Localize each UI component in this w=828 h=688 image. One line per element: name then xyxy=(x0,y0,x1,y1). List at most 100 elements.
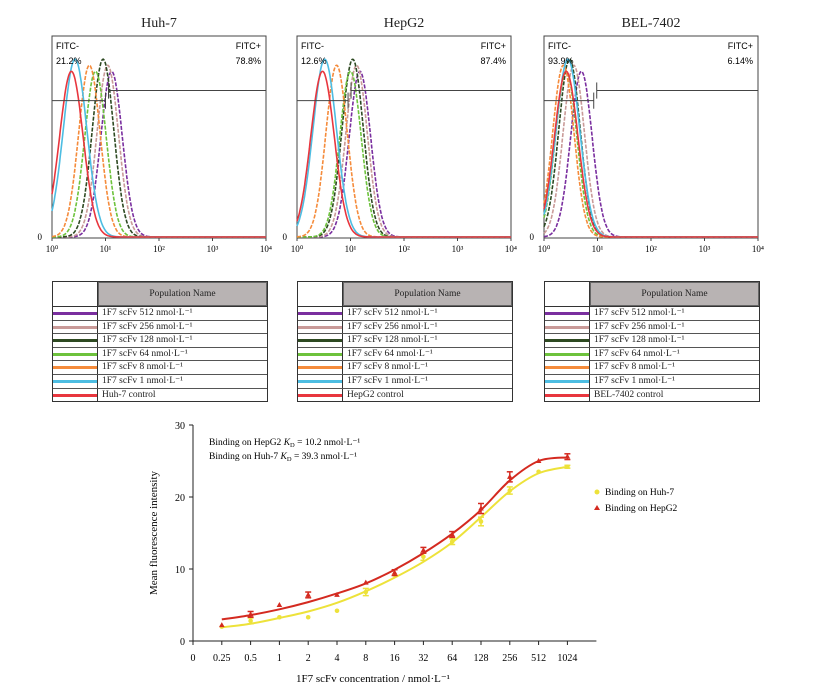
legend-marker-hepg2 xyxy=(594,505,600,510)
legend-swatch xyxy=(545,307,590,320)
y-axis-label: Mean fluorescence intensity xyxy=(148,471,160,596)
data-point-huh7 xyxy=(449,539,455,544)
legend-label: 1F7 scFv 64 nmol·L⁻¹ xyxy=(102,348,188,359)
legend-label: 1F7 scFv 1 nmol·L⁻¹ xyxy=(347,375,428,386)
x-tick-label: 1 xyxy=(277,653,282,664)
x-tick-label: 10² xyxy=(153,244,165,254)
x-tick-label: 10² xyxy=(645,244,657,254)
kd-subscript: D xyxy=(287,456,292,463)
legend-header-blank xyxy=(545,282,590,306)
legend-swatch xyxy=(53,361,98,374)
population-legend-hepg2: Population Name 1F7 scFv 512 nmol·L⁻¹ 1F7 … xyxy=(297,281,513,403)
histogram-curve-control xyxy=(296,70,512,238)
data-point-hepg2 xyxy=(363,579,369,585)
gate-positive-percent: 87.4% xyxy=(480,56,506,66)
histogram-curve-1 xyxy=(296,58,512,238)
legend-swatch xyxy=(53,374,98,388)
gate-negative-percent: 12.6% xyxy=(301,56,327,66)
histogram-curve-64 xyxy=(52,70,267,238)
x-axis-label: 1F7 scFv concentration / nmol·L⁻¹ xyxy=(296,673,450,685)
legend-swatch xyxy=(545,374,590,388)
gate-positive-percent: 78.8% xyxy=(235,56,261,66)
legend-swatch xyxy=(53,320,98,334)
data-point-hepg2 xyxy=(449,531,455,537)
x-tick-label: 64 xyxy=(447,653,457,664)
x-tick-label: 0 xyxy=(191,653,196,664)
legend-header: Population Name xyxy=(545,282,759,307)
population-legend-bel7402: Population Name 1F7 scFv 512 nmol·L⁻¹ 1F7 … xyxy=(544,281,760,403)
x-tick-label: 10¹ xyxy=(100,244,112,254)
legend-swatch xyxy=(545,320,590,334)
legend-row: 1F7 scFv 64 nmol·L⁻¹ xyxy=(298,347,512,362)
legend-swatch xyxy=(298,388,343,402)
y-tick-label: 0 xyxy=(530,232,535,242)
data-point-hepg2 xyxy=(535,458,542,463)
legend-row: 1F7 scFv 512 nmol·L⁻¹ xyxy=(298,307,512,321)
gate-positive-label: FITC+ xyxy=(728,41,753,51)
legend-row: HepG2 control xyxy=(298,388,512,402)
histogram-curve-64 xyxy=(297,70,512,238)
legend-label-hepg2: Binding on HepG2 xyxy=(605,504,678,514)
gate-negative-label: FITC- xyxy=(548,41,571,51)
population-legend-huh7: Population Name 1F7 scFv 512 nmol·L⁻¹ 1F7 … xyxy=(52,281,268,403)
x-tick-label: 4 xyxy=(335,653,340,664)
legend-row: 1F7 scFv 512 nmol·L⁻¹ xyxy=(545,307,759,321)
legend-swatch xyxy=(53,307,98,320)
data-point-huh7 xyxy=(507,488,513,493)
legend-label: BEL-7402 control xyxy=(594,389,664,400)
plot-frame xyxy=(296,35,512,239)
legend-row: 1F7 scFv 256 nmol·L⁻¹ xyxy=(298,320,512,335)
y-tick-label: 10 xyxy=(175,565,185,576)
legend-row: Huh-7 control xyxy=(53,388,267,402)
histogram-curve-512 xyxy=(543,70,759,238)
data-point-hepg2 xyxy=(507,473,513,479)
legend-marker-huh7 xyxy=(594,489,600,495)
y-tick-label: 0 xyxy=(38,232,43,242)
legend-row: 1F7 scFv 128 nmol·L⁻¹ xyxy=(545,334,759,348)
x-tick-label: 10³ xyxy=(699,244,711,254)
kd-subscript: D xyxy=(290,442,295,449)
legend-label: 1F7 scFv 128 nmol·L⁻¹ xyxy=(594,335,685,346)
legend-swatch xyxy=(298,347,343,361)
x-tick-label: 256 xyxy=(502,653,517,664)
data-point-huh7 xyxy=(248,618,253,624)
kd-annotation: Binding on Huh-7 KD = 39.3 nmol·L⁻¹ xyxy=(209,452,357,463)
data-point-huh7 xyxy=(478,519,484,524)
histogram-plot: FITC- 12.6% FITC+ 87.4% 10⁰ 10¹ 10² 10³ 10⁴ 0 xyxy=(283,35,517,254)
legend-swatch xyxy=(298,320,343,334)
legend-row: 1F7 scFv 8 nmol·L⁻¹ xyxy=(53,361,267,375)
histogram-curve-control xyxy=(51,70,267,238)
legend-label: HepG2 control xyxy=(347,389,404,400)
legend-header-label: Population Name xyxy=(343,282,512,306)
data-point-hepg2 xyxy=(478,505,484,511)
data-point-huh7 xyxy=(305,614,311,620)
histogram-plot: FITC- 93.9% FITC+ 6.14% 10⁰ 10¹ 10² 10³ 10⁴ 0 xyxy=(530,35,764,254)
legend-row: 1F7 scFv 256 nmol·L⁻¹ xyxy=(53,320,267,335)
gate-negative-label: FITC- xyxy=(301,41,324,51)
legend-swatch xyxy=(53,347,98,361)
plot-frame xyxy=(543,35,759,239)
legend-label: 1F7 scFv 128 nmol·L⁻¹ xyxy=(347,335,438,346)
legend-label: 1F7 scFv 64 nmol·L⁻¹ xyxy=(347,348,433,359)
x-tick-label: 32 xyxy=(418,653,428,664)
x-tick-label: 512 xyxy=(531,653,546,664)
legend-label: 1F7 scFv 1 nmol·L⁻¹ xyxy=(594,375,675,386)
legend-label: 1F7 scFv 512 nmol·L⁻¹ xyxy=(347,308,438,318)
legend-label: 1F7 scFv 1 nmol·L⁻¹ xyxy=(102,375,183,386)
y-tick-label: 30 xyxy=(175,421,185,432)
x-tick-label: 1024 xyxy=(557,653,577,664)
legend-row: 1F7 scFv 512 nmol·L⁻¹ xyxy=(53,307,267,321)
x-tick-label: 10⁴ xyxy=(505,244,517,254)
data-point-huh7 xyxy=(363,589,369,595)
legend-label: 1F7 scFv 64 nmol·L⁻¹ xyxy=(594,348,680,359)
legend-label: 1F7 scFv 8 nmol·L⁻¹ xyxy=(594,362,675,373)
data-point-hepg2 xyxy=(391,569,398,575)
data-point-hepg2 xyxy=(247,611,254,617)
legend-swatch xyxy=(545,347,590,361)
data-point-huh7 xyxy=(334,608,340,614)
panel-title: BEL-7402 xyxy=(621,16,681,31)
kd-symbol: K xyxy=(280,452,288,462)
data-point-huh7 xyxy=(421,554,426,560)
x-tick-label: 10⁰ xyxy=(538,244,551,254)
legend-swatch xyxy=(298,307,343,320)
